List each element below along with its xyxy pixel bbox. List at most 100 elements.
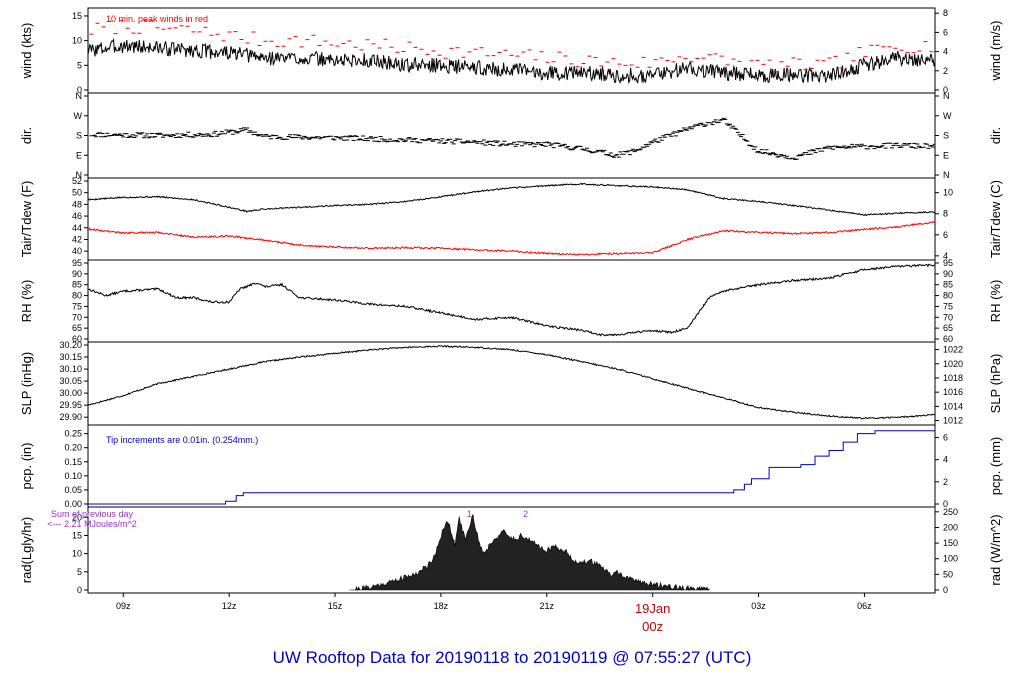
ytick-label-left-dir: S: [76, 131, 82, 141]
ytick-label-right-wind: 2: [943, 66, 948, 76]
ytick-label-right-pcp: 0: [943, 499, 948, 509]
ytick-label-right-rh: 65: [943, 323, 953, 333]
ytick-label-left-temp: 48: [72, 199, 82, 209]
ytick-label-left-wind: 15: [72, 11, 82, 21]
series-line-temp-1: [88, 220, 935, 256]
ytick-label-right-dir: N: [943, 170, 950, 180]
ytick-label-left-slp: 30.00: [59, 388, 82, 398]
ytick-label-right-dir: N: [943, 91, 950, 101]
ytick-label-right-wind: 4: [943, 47, 948, 57]
ytick-label-right-rad: 100: [943, 554, 958, 564]
date-marker-line2: 00z: [642, 619, 663, 634]
ylabel-right-temp: Tair/Tdew (C): [988, 180, 1003, 258]
ylabel-right-pcp: pcp. (mm): [988, 437, 1003, 496]
ytick-label-left-slp: 29.90: [59, 412, 82, 422]
ytick-label-right-temp: 10: [943, 188, 953, 198]
ytick-label-left-temp: 46: [72, 211, 82, 221]
ytick-label-left-temp: 52: [72, 176, 82, 186]
ytick-label-left-pcp: 0.05: [64, 485, 82, 495]
ylabel-right-dir: dir.: [988, 127, 1003, 144]
xtick-label-18z: 18z: [434, 601, 449, 611]
ylabel-left-rad: rad(Lgly/hr): [19, 517, 34, 583]
panel-frame-dir: [87, 92, 936, 179]
ytick-label-right-pcp: 4: [943, 455, 948, 465]
xtick-label-21z: 21z: [540, 601, 555, 611]
ytick-label-right-temp: 6: [943, 230, 948, 240]
ytick-label-right-rad: 150: [943, 538, 958, 548]
ytick-label-left-rh: 75: [72, 301, 82, 311]
ytick-label-left-rad: 10: [72, 549, 82, 559]
ytick-label-right-slp: 1014: [943, 401, 963, 411]
ytick-label-right-wind: 8: [943, 8, 948, 18]
ylabel-left-wind: wind (kts): [19, 23, 34, 80]
series-line-wind-0: [88, 37, 935, 85]
ytick-label-right-rad: 0: [943, 585, 948, 595]
panel-frame-temp: [87, 177, 936, 261]
ytick-label-right-rad: 250: [943, 507, 958, 517]
ytick-label-left-dir: N: [76, 91, 83, 101]
ytick-label-right-slp: 1022: [943, 345, 963, 355]
ytick-label-right-wind: 6: [943, 27, 948, 37]
ytick-label-right-rad: 50: [943, 569, 953, 579]
series-area-rad: [349, 513, 710, 592]
ytick-label-right-rh: 80: [943, 291, 953, 301]
ylabel-right-slp: SLP (hPa): [988, 354, 1003, 414]
ytick-label-left-slp: 30.05: [59, 376, 82, 386]
ylabel-right-wind: wind (m/s): [988, 21, 1003, 82]
ytick-label-left-pcp: 0.10: [64, 471, 82, 481]
ytick-label-right-dir: W: [943, 111, 952, 121]
annotation-line-rad-1: <--- 2.21 MJoules/m^2: [47, 519, 137, 529]
ytick-label-right-slp: 1016: [943, 387, 963, 397]
xtick-label-15z: 15z: [328, 601, 343, 611]
series-step-pcp: [88, 430, 935, 505]
xtick-label-03z: 03z: [751, 601, 766, 611]
ytick-label-right-wind: 0: [943, 85, 948, 95]
ytick-label-left-rh: 95: [72, 258, 82, 268]
ytick-label-right-temp: 4: [943, 251, 948, 261]
ylabel-left-dir: dir.: [19, 127, 34, 144]
ytick-label-right-rad: 200: [943, 522, 958, 532]
ytick-label-right-dir: E: [943, 150, 949, 160]
date-marker-line1: 19Jan: [635, 601, 670, 616]
ytick-label-left-wind: 5: [77, 60, 82, 70]
ytick-label-right-slp: 1020: [943, 359, 963, 369]
ytick-label-left-rad: 20: [72, 512, 82, 522]
xtick-label-12z: 12z: [222, 601, 237, 611]
annotation-wind: 10 min. peak winds in red: [106, 14, 208, 24]
ytick-label-right-slp: 1018: [943, 373, 963, 383]
ytick-label-left-slp: 30.15: [59, 352, 82, 362]
rad-marker-1: 2: [523, 509, 528, 519]
ytick-label-left-slp: 30.10: [59, 364, 82, 374]
ytick-label-left-rh: 90: [72, 269, 82, 279]
ytick-label-left-wind: 10: [72, 36, 82, 46]
ylabel-left-temp: Tair/Tdew (F): [19, 181, 34, 258]
ytick-label-left-rh: 70: [72, 312, 82, 322]
ytick-label-left-slp: 30.20: [59, 340, 82, 350]
ylabel-left-pcp: pcp. (in): [19, 443, 34, 490]
ytick-label-left-rh: 80: [72, 291, 82, 301]
ytick-label-right-pcp: 2: [943, 477, 948, 487]
xtick-label-06z: 06z: [857, 601, 872, 611]
ytick-label-left-dir: W: [74, 111, 83, 121]
ytick-label-left-pcp: 0.00: [64, 499, 82, 509]
ytick-label-left-temp: 44: [72, 223, 82, 233]
ytick-label-left-rad: 15: [72, 530, 82, 540]
panel-frame-slp: [87, 341, 936, 426]
ytick-label-left-temp: 42: [72, 234, 82, 244]
ylabel-right-rh: RH (%): [988, 280, 1003, 323]
ytick-label-left-temp: 40: [72, 246, 82, 256]
ylabel-left-slp: SLP (inHg): [19, 352, 34, 415]
ytick-label-left-slp: 29.95: [59, 400, 82, 410]
panel-frame-rad: [87, 506, 936, 594]
ytick-label-left-pcp: 0.25: [64, 429, 82, 439]
annotation-pcp: Tip increments are 0.01in. (0.254mm.): [106, 435, 258, 445]
annotation-line-rad-0: Sum of previous day: [51, 509, 134, 519]
ytick-label-right-rh: 95: [943, 258, 953, 268]
ytick-label-right-pcp: 6: [943, 433, 948, 443]
ytick-label-right-dir: S: [943, 131, 949, 141]
ytick-label-left-rh: 85: [72, 280, 82, 290]
chart-title: UW Rooftop Data for 20190118 to 20190119…: [272, 648, 752, 667]
ytick-label-right-slp: 1012: [943, 416, 963, 426]
series-marks-dir-0: [89, 117, 935, 160]
